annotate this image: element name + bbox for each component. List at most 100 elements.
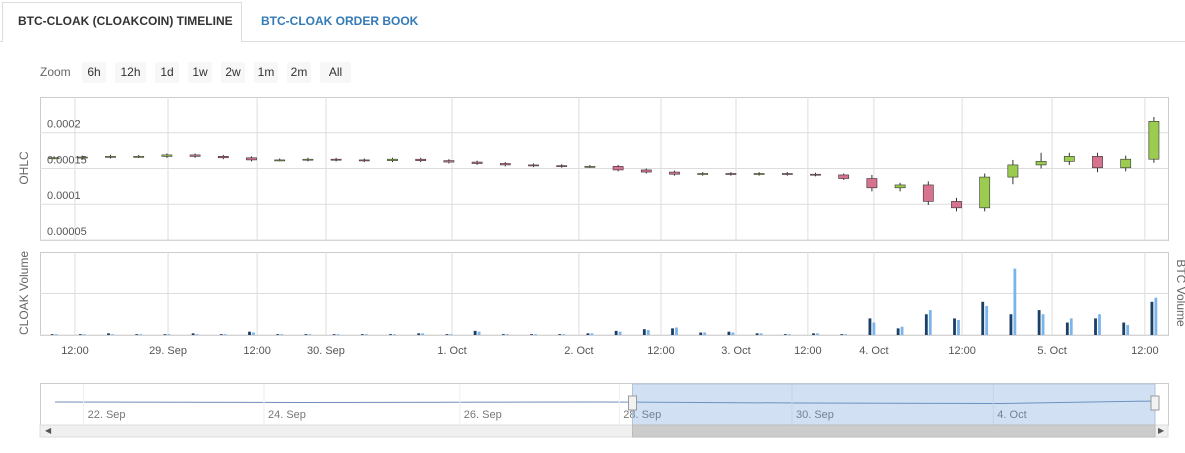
volume-bar bbox=[389, 334, 392, 335]
navigator-line bbox=[54, 400, 1156, 405]
zoom-button[interactable] bbox=[320, 62, 351, 83]
zoom-button[interactable] bbox=[188, 62, 212, 83]
zoom-button-label[interactable]: 1w bbox=[192, 65, 208, 79]
candle-body bbox=[697, 173, 709, 175]
volume-bar bbox=[135, 334, 139, 335]
x-tick-label: 4. Oct bbox=[859, 345, 888, 357]
candle-body bbox=[274, 159, 286, 162]
volume-bar bbox=[562, 334, 566, 335]
volume-bar bbox=[840, 334, 844, 335]
x-tick-label: 1. Oct bbox=[437, 345, 466, 357]
candle-body bbox=[1120, 158, 1132, 169]
active-tab[interactable] bbox=[2, 2, 242, 42]
volume-bar bbox=[477, 331, 481, 335]
candle-body bbox=[753, 173, 765, 175]
volume-bar bbox=[727, 331, 731, 335]
volume-bar bbox=[1154, 297, 1158, 335]
volume-bar bbox=[675, 327, 678, 335]
volume-bar bbox=[304, 334, 308, 335]
zoom-button-label[interactable]: All bbox=[329, 65, 342, 79]
zoom-button[interactable] bbox=[287, 62, 311, 83]
volume-bar bbox=[731, 332, 735, 335]
candle-body bbox=[1035, 161, 1047, 166]
zoom-button[interactable] bbox=[115, 62, 146, 83]
volume-bar bbox=[191, 333, 195, 335]
volume-bar bbox=[421, 333, 425, 335]
candle-body bbox=[189, 154, 201, 157]
y-tick-label: 0.0001 bbox=[47, 190, 81, 202]
zoom-button[interactable] bbox=[254, 62, 278, 83]
tab-label[interactable]: BTC-CLOAK (CLOAKCOIN) TIMELINE bbox=[18, 14, 233, 28]
volume-bar bbox=[618, 331, 622, 335]
volume-bar bbox=[449, 334, 453, 335]
tab-label[interactable]: BTC-CLOAK ORDER BOOK bbox=[261, 14, 419, 28]
volume-bar bbox=[1069, 318, 1073, 335]
volume-bar bbox=[614, 330, 618, 335]
volume-bar bbox=[1150, 301, 1154, 335]
navigator-handle[interactable] bbox=[628, 395, 637, 411]
volume-bar bbox=[111, 334, 114, 335]
zoom-button-label[interactable]: 1d bbox=[160, 65, 173, 79]
volume-bar bbox=[417, 333, 421, 335]
volume-bar bbox=[473, 330, 477, 335]
candle-body bbox=[1092, 156, 1103, 169]
volume-bar bbox=[534, 334, 537, 335]
axis-title: BTC Volume bbox=[1174, 259, 1185, 327]
zoom-label: Zoom bbox=[40, 65, 71, 79]
candle-body bbox=[894, 184, 906, 189]
volume-bar bbox=[54, 334, 58, 335]
x-tick-label: 3. Oct bbox=[721, 345, 750, 357]
volume-bar bbox=[1094, 318, 1097, 335]
volume-bar bbox=[332, 334, 336, 335]
candle-body bbox=[246, 157, 257, 161]
volume-bar bbox=[445, 334, 449, 335]
scroll-left[interactable]: ◀ bbox=[45, 426, 52, 435]
zoom-button-label[interactable]: 2m bbox=[291, 65, 308, 79]
volume-bar bbox=[787, 334, 791, 335]
volume-bar bbox=[139, 334, 143, 335]
zoom-button-label[interactable]: 6h bbox=[87, 65, 100, 79]
scroll-right[interactable]: ▶ bbox=[1158, 426, 1165, 435]
zoom-button-label[interactable]: 12h bbox=[120, 65, 140, 79]
volume-bar bbox=[844, 334, 848, 335]
volume-bar bbox=[78, 334, 82, 335]
zoom-button[interactable] bbox=[82, 62, 106, 83]
zoom-button[interactable] bbox=[221, 62, 245, 83]
volume-bar bbox=[957, 320, 960, 335]
volume-bar bbox=[1013, 268, 1017, 335]
volume-bar bbox=[671, 328, 674, 335]
zoom-button-label[interactable]: 1m bbox=[258, 65, 275, 79]
candle-body bbox=[415, 158, 427, 161]
y-tick-label: 0.0002 bbox=[47, 119, 81, 131]
navigator-tick-label: 4. Oct bbox=[997, 409, 1026, 421]
x-tick-label: 29. Sep bbox=[149, 345, 187, 357]
scrollbar-thumb[interactable] bbox=[632, 424, 1156, 438]
volume-bar bbox=[755, 333, 759, 335]
y-tick-label: 0.00015 bbox=[47, 154, 87, 166]
candle-body bbox=[217, 156, 229, 159]
volume-bar bbox=[280, 334, 284, 335]
volume-bar bbox=[364, 334, 368, 335]
volume-bar bbox=[219, 334, 223, 335]
x-tick-label: 2. Oct bbox=[564, 345, 593, 357]
volume-bar bbox=[816, 333, 819, 335]
volume-bar bbox=[985, 305, 989, 335]
navigator-handle[interactable] bbox=[1150, 395, 1160, 411]
navigator-tick-label: 22. Sep bbox=[88, 409, 126, 421]
candle-body bbox=[810, 173, 821, 176]
navigator-tick-label: 24. Sep bbox=[268, 409, 306, 421]
volume-bar bbox=[586, 333, 590, 335]
zoom-button-label[interactable]: 2w bbox=[225, 65, 241, 79]
navigator-tick-label: 30. Sep bbox=[796, 409, 834, 421]
candle-body bbox=[1007, 164, 1019, 178]
candle-body bbox=[358, 159, 370, 162]
candle-body bbox=[76, 156, 88, 159]
candle-body bbox=[161, 154, 173, 157]
volume-bar bbox=[107, 333, 110, 335]
navigator-selection[interactable] bbox=[632, 383, 1156, 426]
candle-body bbox=[922, 184, 934, 202]
volume-bar bbox=[393, 334, 396, 335]
x-tick-label: 12:00 bbox=[794, 345, 822, 357]
candle-body bbox=[528, 164, 539, 167]
zoom-button[interactable] bbox=[155, 62, 179, 83]
